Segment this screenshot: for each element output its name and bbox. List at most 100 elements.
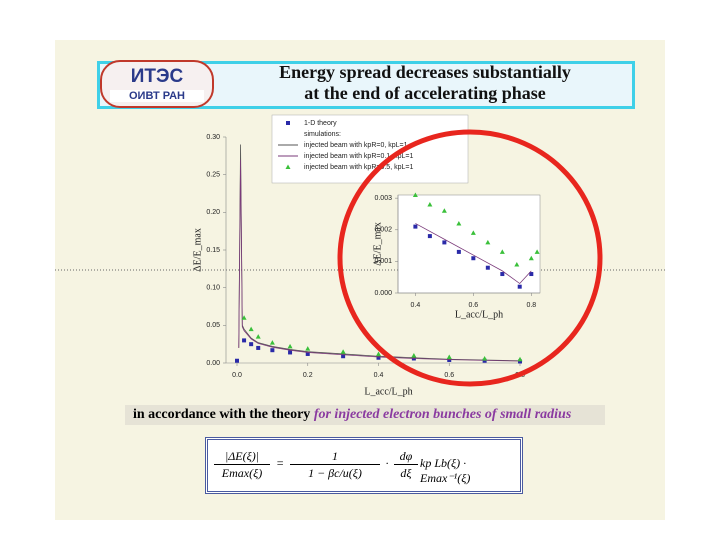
point [248,326,254,332]
logo-text: ИТЭС [130,66,184,87]
dot: · [385,456,389,470]
point [517,356,523,362]
legend-label: injected beam with kpR=0.5, kpL=1 [304,164,413,171]
series-line [238,144,521,362]
point [288,350,293,355]
point [514,262,520,267]
point [470,230,476,235]
denominator: Emax(ξ) [221,466,263,480]
fraction: dφ dξ [394,448,418,481]
point [471,256,476,261]
point [456,249,461,254]
title-line: at the end of accelerating phase [304,83,546,103]
point [485,265,490,270]
x-tick-label: 0.6 [468,302,478,309]
point [341,354,346,359]
y-axis-label: ΔE/E_max [372,222,383,266]
point [482,355,488,361]
x-tick-label: 0.0 [232,372,242,379]
point [269,340,275,345]
legend-swatch [286,121,290,125]
legend-label: 1-D theory [304,120,337,127]
y-tick-label: 0.001 [374,258,392,265]
point [427,234,432,239]
y-tick-label: 0.003 [374,195,392,202]
point [413,224,418,229]
y-axis-label: ΔE/E_max [192,228,203,272]
point [270,348,275,353]
point [411,352,417,358]
y-tick-label: 0.10 [206,285,220,292]
x-tick-label: 0.6 [444,372,454,379]
point [485,239,491,245]
note-emphasis: for injected electron bunches of small r… [313,407,572,422]
numerator: |ΔE(ξ)| [214,448,270,465]
series-line [415,223,532,285]
y-tick-label: 0.25 [206,172,220,179]
series-line [238,159,521,362]
point [427,201,433,207]
legend-label: injected beam with kpR=0.1, kpL=1 [304,153,413,160]
numerator: 1 [290,448,380,465]
point [305,351,310,356]
y-tick-label: 0.00 [206,360,220,367]
y-tick-label: 0.30 [206,134,220,141]
y-tick-label: 0.20 [206,209,220,216]
y-tick-label: 0.05 [206,322,220,329]
point [518,359,522,364]
x-tick-label: 0.4 [374,372,384,379]
note-text: in accordance with the theory [133,407,311,422]
title-line: Energy spread decreases substantially [279,62,571,82]
point [529,272,534,277]
point [287,343,293,349]
point [534,249,540,254]
equals: = [275,456,285,470]
point [499,249,505,254]
x-tick-label: 0.2 [303,372,313,379]
point [517,284,522,289]
x-axis-label: L_acc/L_ph [455,309,503,320]
x-tick-label: 0.8 [526,302,536,309]
point [376,351,381,356]
point [256,345,261,350]
point [241,315,247,320]
logo: ИТЭС ОИВТ РАН [100,60,214,108]
point [412,192,418,197]
point [255,334,261,339]
point [242,338,247,343]
point [249,342,254,347]
note: in accordance with the theory for inject… [125,405,605,425]
point [340,349,346,354]
legend-swatch [285,164,291,169]
point [446,354,452,359]
plot-area [397,194,541,294]
point [305,346,311,351]
point [442,240,447,245]
y-tick-label: 0.002 [374,227,392,234]
point [456,220,462,226]
tail: kp Lb(ξ) · Emax⁻¹(ξ) [420,456,471,485]
numerator: dφ [394,448,418,465]
logo-subtext: ОИВТ РАН [110,90,204,102]
title: Energy spread decreases substantially at … [220,62,630,104]
point [500,272,505,277]
y-tick-label: 0.15 [206,247,220,254]
legend-title: simulations: [304,131,341,138]
point [528,255,534,261]
point [441,208,447,213]
fraction: |ΔE(ξ)| Emax(ξ) [214,448,270,481]
legend-label: injected beam with kpR=0, kpL=1 [304,142,408,149]
denominator: 1 − βc/u(ξ) [308,466,362,480]
point [235,358,239,363]
x-tick-label: 0.4 [411,302,421,309]
legend-box [271,114,469,184]
x-axis-label: L_acc/L_ph [364,386,412,397]
denominator: dξ [400,466,412,480]
y-tick-label: 0.000 [374,290,392,297]
highlight-circle [337,129,603,387]
point [376,355,381,360]
